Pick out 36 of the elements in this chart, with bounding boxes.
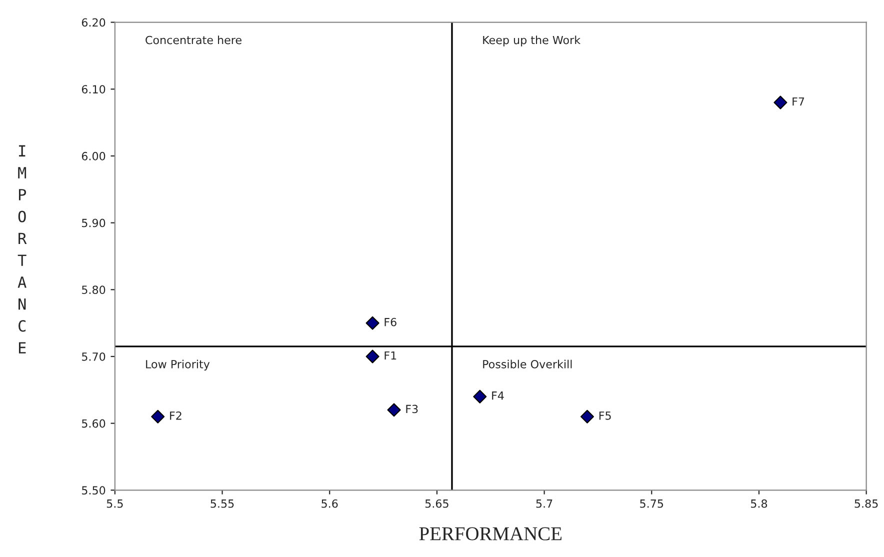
annotation: F4 [492,392,504,400]
annotation: F1 [384,351,396,360]
y-tick-label: 5.80 [82,286,106,294]
point [387,403,401,417]
y-tick-label: 5.70 [82,352,106,361]
annotation: Keep up the Work [483,36,581,46]
annotation: F6 [384,318,396,326]
y-tick-label: 6.00 [82,152,106,160]
annotation: Low Priority [146,360,210,371]
annotation: F3 [406,404,418,414]
y-tick-label: 5.90 [82,218,106,228]
x-tick-label: 5.6 [322,499,338,508]
x-tick-label: 5.75 [640,500,664,508]
point [473,390,487,404]
x-axis-title: PERFORMANCE [419,527,562,540]
y-tick-label: 5.50 [82,486,106,495]
annotation: F7 [792,97,804,106]
x-tick-label: 5.5 [106,500,123,508]
point [366,316,380,330]
x-tick-label: 5.55 [210,500,234,508]
annotation: F5 [599,412,611,420]
point [366,350,380,364]
annotation: Concentrate here [146,36,242,44]
point [774,96,788,110]
point [580,410,594,424]
x-tick-label: 5.7 [536,500,552,508]
point [151,410,165,424]
y-tick-label: 6.10 [82,85,106,94]
x-tick-label: 5.85 [854,499,878,508]
y-tick-label: 6.20 [82,18,106,27]
annotation: Possible Overkill [483,360,572,368]
x-tick-label: 5.8 [751,499,768,508]
y-tick-label: 5.60 [82,419,106,428]
x-tick-label: 5.65 [425,499,448,508]
annotation: F2 [170,411,182,420]
text: IMPORTANCE [18,145,27,354]
